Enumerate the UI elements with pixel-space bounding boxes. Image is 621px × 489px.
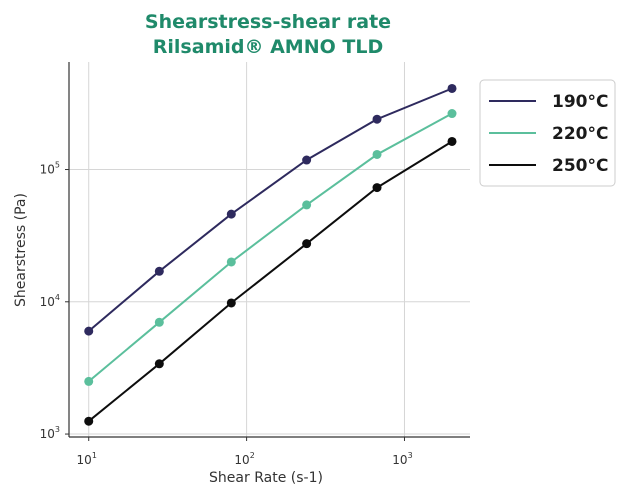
data-point bbox=[84, 416, 94, 426]
data-point bbox=[84, 376, 94, 386]
data-point bbox=[447, 83, 457, 93]
y-axis-label: Shearstress (Pa) bbox=[13, 193, 29, 307]
data-point bbox=[154, 359, 164, 369]
x-tick-label: 103 bbox=[392, 451, 412, 467]
data-point bbox=[154, 266, 164, 276]
x-tick-label: 101 bbox=[77, 451, 97, 467]
y-tick-label: 103 bbox=[40, 425, 60, 441]
x-tick-label: 102 bbox=[234, 451, 254, 467]
series-line bbox=[88, 140, 453, 422]
series-line bbox=[88, 87, 453, 332]
legend-label: 190°C bbox=[552, 92, 608, 112]
legend-frame bbox=[479, 79, 616, 187]
data-point bbox=[372, 114, 382, 124]
data-point bbox=[447, 136, 457, 146]
data-point bbox=[226, 298, 236, 308]
series-group bbox=[84, 83, 457, 426]
data-point bbox=[226, 209, 236, 219]
data-point bbox=[302, 155, 312, 165]
tick-labels: 101 102 103 103 104 105 bbox=[40, 161, 413, 467]
x-axis-label: Shear Rate (s-1) bbox=[209, 470, 323, 486]
data-point bbox=[372, 183, 382, 193]
legend-label: 220°C bbox=[552, 124, 608, 144]
data-point bbox=[302, 200, 312, 210]
series-line bbox=[88, 112, 453, 383]
legend: 190°C 220°C 250°C bbox=[479, 79, 616, 187]
data-point bbox=[302, 239, 312, 249]
data-point bbox=[226, 257, 236, 267]
y-tick-label: 105 bbox=[40, 161, 60, 177]
data-point bbox=[447, 109, 457, 119]
chart-title-line1: Shearstress-shear rate bbox=[145, 11, 391, 33]
axes bbox=[65, 62, 470, 441]
y-tick-label: 104 bbox=[40, 293, 60, 309]
grid-lines bbox=[69, 62, 470, 437]
data-point bbox=[372, 149, 382, 159]
legend-label: 250°C bbox=[552, 156, 608, 176]
data-point bbox=[84, 326, 94, 336]
data-point bbox=[154, 317, 164, 327]
chart-title-line2: Rilsamid® AMNO TLD bbox=[153, 36, 383, 58]
